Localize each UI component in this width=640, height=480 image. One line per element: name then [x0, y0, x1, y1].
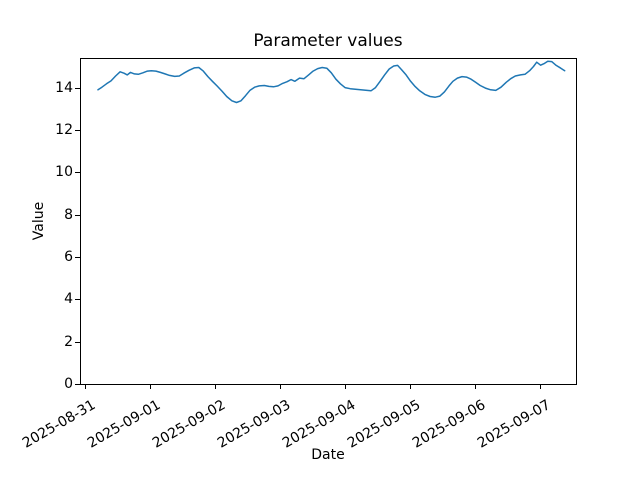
- y-tick-mark: [75, 342, 80, 343]
- y-axis-label: Value: [31, 201, 47, 241]
- x-tick-label: 2025-09-04: [279, 397, 358, 452]
- y-tick-label: 4: [64, 291, 73, 307]
- y-tick-mark: [75, 384, 80, 385]
- plot-area: [80, 58, 577, 385]
- x-tick-mark: [475, 385, 476, 389]
- x-axis-label: Date: [311, 447, 345, 463]
- x-tick-mark: [410, 385, 411, 389]
- x-tick-label: 2025-09-03: [214, 397, 293, 452]
- x-tick-mark: [85, 385, 86, 389]
- y-tick-label: 6: [64, 249, 73, 265]
- y-tick-mark: [75, 257, 80, 258]
- x-tick-label: 2025-09-07: [474, 397, 553, 452]
- y-tick-mark: [75, 172, 80, 173]
- y-tick-mark: [75, 215, 80, 216]
- y-tick-label: 10: [55, 164, 73, 180]
- x-tick-mark: [280, 385, 281, 389]
- x-tick-mark: [345, 385, 346, 389]
- y-tick-label: 2: [64, 334, 73, 350]
- y-tick-label: 12: [55, 122, 73, 138]
- y-tick-label: 0: [64, 376, 73, 392]
- y-tick-label: 14: [55, 80, 73, 96]
- x-tick-mark: [540, 385, 541, 389]
- x-tick-mark: [150, 385, 151, 389]
- chart-title: Parameter values: [253, 31, 403, 51]
- x-tick-label: 2025-09-01: [84, 397, 163, 452]
- x-tick-label: 2025-09-06: [409, 397, 488, 452]
- x-tick-label: 2025-08-31: [19, 397, 98, 452]
- y-tick-mark: [75, 130, 80, 131]
- x-tick-label: 2025-09-02: [149, 397, 228, 452]
- x-tick-label: 2025-09-05: [344, 397, 423, 452]
- y-tick-mark: [75, 299, 80, 300]
- y-tick-mark: [75, 88, 80, 89]
- x-tick-mark: [215, 385, 216, 389]
- y-tick-label: 8: [64, 207, 73, 223]
